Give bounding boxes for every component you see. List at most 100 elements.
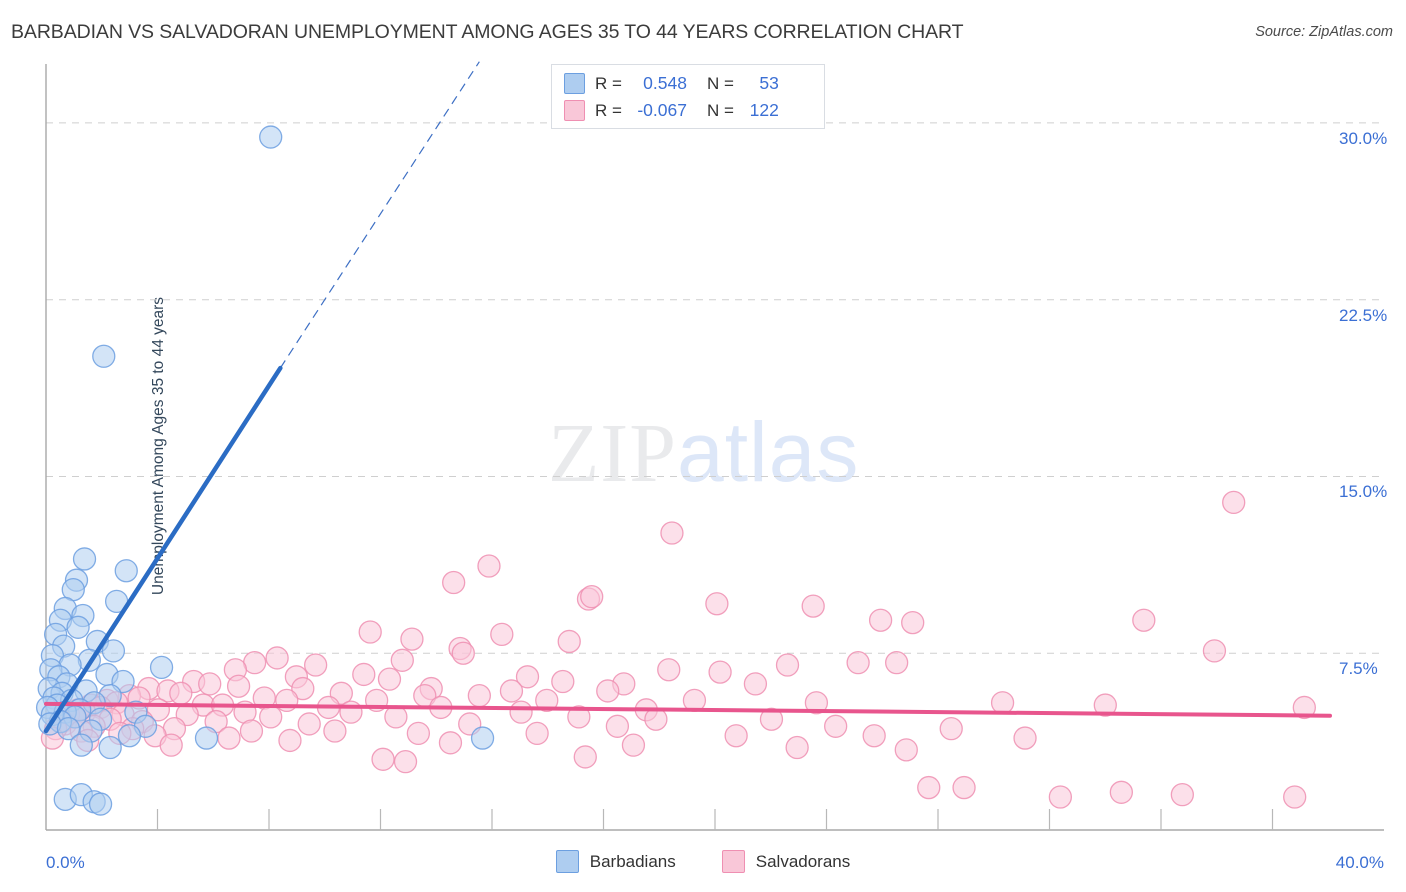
data-point[interactable]: [551, 669, 575, 694]
data-point[interactable]: [621, 733, 646, 757]
data-point[interactable]: [515, 665, 540, 689]
data-point[interactable]: [846, 651, 870, 675]
data-point[interactable]: [894, 738, 918, 762]
data-point[interactable]: [297, 712, 321, 736]
data-point[interactable]: [66, 615, 90, 639]
data-point[interactable]: [660, 521, 684, 545]
data-point[interactable]: [1093, 693, 1117, 717]
data-point[interactable]: [239, 719, 264, 743]
data-point[interactable]: [535, 688, 559, 713]
legend-item-barbadians[interactable]: Barbadians: [555, 850, 676, 873]
data-point[interactable]: [557, 629, 581, 654]
y-tick-label-0: 7.5%: [1339, 659, 1378, 679]
data-point[interactable]: [477, 554, 501, 578]
data-point[interactable]: [56, 717, 81, 741]
data-point[interactable]: [490, 622, 514, 647]
data-point[interactable]: [705, 592, 729, 616]
data-point[interactable]: [226, 674, 251, 698]
data-point[interactable]: [1048, 785, 1073, 809]
data-point[interactable]: [442, 570, 466, 595]
data-point[interactable]: [567, 705, 591, 729]
data-point[interactable]: [265, 646, 289, 670]
data-point[interactable]: [868, 608, 893, 632]
data-point[interactable]: [92, 344, 116, 368]
data-point[interactable]: [804, 691, 829, 715]
data-point[interactable]: [101, 639, 126, 663]
data-point[interactable]: [114, 559, 138, 583]
data-point[interactable]: [939, 717, 963, 741]
y-tick-label-3: 30.0%: [1339, 128, 1388, 148]
data-point[interactable]: [901, 610, 925, 635]
data-point[interactable]: [72, 547, 97, 571]
data-point[interactable]: [525, 721, 549, 746]
data-point[interactable]: [917, 775, 941, 800]
data-point[interactable]: [117, 724, 142, 748]
data-point[interactable]: [406, 721, 431, 746]
data-point[interactable]: [451, 641, 475, 665]
data-point[interactable]: [159, 733, 183, 757]
legend-label-barbadians: Barbadians: [589, 851, 676, 871]
data-point[interactable]: [358, 620, 382, 644]
data-point[interactable]: [499, 679, 524, 703]
y-tick-label-1: 15.0%: [1339, 482, 1388, 502]
data-point[interactable]: [169, 681, 193, 705]
data-point[interactable]: [1170, 783, 1194, 807]
data-point[interactable]: [1222, 490, 1246, 515]
x-tick-label-1: 40.0%: [1335, 853, 1384, 872]
page-title: BARBADIAN VS SALVADORAN UNEMPLOYMENT AMO…: [11, 21, 964, 43]
data-point[interactable]: [573, 745, 597, 769]
data-point[interactable]: [824, 714, 848, 738]
data-point[interactable]: [596, 679, 620, 703]
data-point[interactable]: [1109, 780, 1133, 804]
data-point[interactable]: [785, 735, 809, 760]
data-point[interactable]: [1013, 726, 1037, 750]
trendline-barbadians-extension: [279, 61, 480, 369]
data-point[interactable]: [259, 705, 283, 729]
data-point[interactable]: [303, 653, 328, 677]
data-point[interactable]: [291, 676, 315, 701]
data-point[interactable]: [69, 733, 93, 757]
data-point[interactable]: [724, 724, 748, 748]
data-point[interactable]: [390, 648, 414, 672]
data-point[interactable]: [580, 585, 604, 609]
data-point[interactable]: [801, 594, 825, 618]
data-point[interactable]: [467, 684, 492, 708]
data-point[interactable]: [775, 653, 800, 677]
data-point[interactable]: [509, 700, 533, 724]
data-point[interactable]: [862, 724, 886, 748]
stats-n-label-barbadians: N =: [706, 73, 734, 93]
data-point[interactable]: [743, 672, 768, 696]
data-point[interactable]: [194, 726, 219, 750]
data-point[interactable]: [438, 731, 463, 755]
data-point[interactable]: [470, 726, 495, 750]
data-point[interactable]: [339, 700, 363, 724]
data-point[interactable]: [88, 792, 113, 816]
data-point[interactable]: [377, 667, 402, 691]
data-point[interactable]: [98, 735, 122, 760]
data-point[interactable]: [352, 662, 376, 687]
data-point[interactable]: [1292, 695, 1316, 720]
data-point[interactable]: [278, 728, 302, 753]
data-point[interactable]: [605, 714, 630, 738]
data-point[interactable]: [198, 672, 222, 696]
data-point[interactable]: [323, 719, 347, 743]
data-point[interactable]: [393, 750, 418, 774]
data-point[interactable]: [708, 660, 732, 684]
data-point[interactable]: [371, 747, 395, 771]
data-point[interactable]: [759, 707, 784, 731]
data-point[interactable]: [1132, 608, 1156, 632]
data-point[interactable]: [657, 658, 681, 682]
legend-item-salvadorans[interactable]: Salvadorans: [721, 850, 851, 873]
stats-row-salvadorans: R = -0.067 N = 122: [564, 97, 814, 124]
data-point[interactable]: [885, 651, 909, 675]
data-point[interactable]: [259, 125, 283, 149]
data-point[interactable]: [1202, 639, 1227, 663]
data-point[interactable]: [1283, 785, 1307, 809]
legend-label-salvadorans: Salvadorans: [755, 851, 851, 871]
data-point[interactable]: [149, 655, 174, 680]
data-point[interactable]: [990, 691, 1015, 715]
data-point[interactable]: [952, 775, 976, 800]
data-point[interactable]: [400, 627, 424, 651]
data-point[interactable]: [217, 726, 241, 750]
